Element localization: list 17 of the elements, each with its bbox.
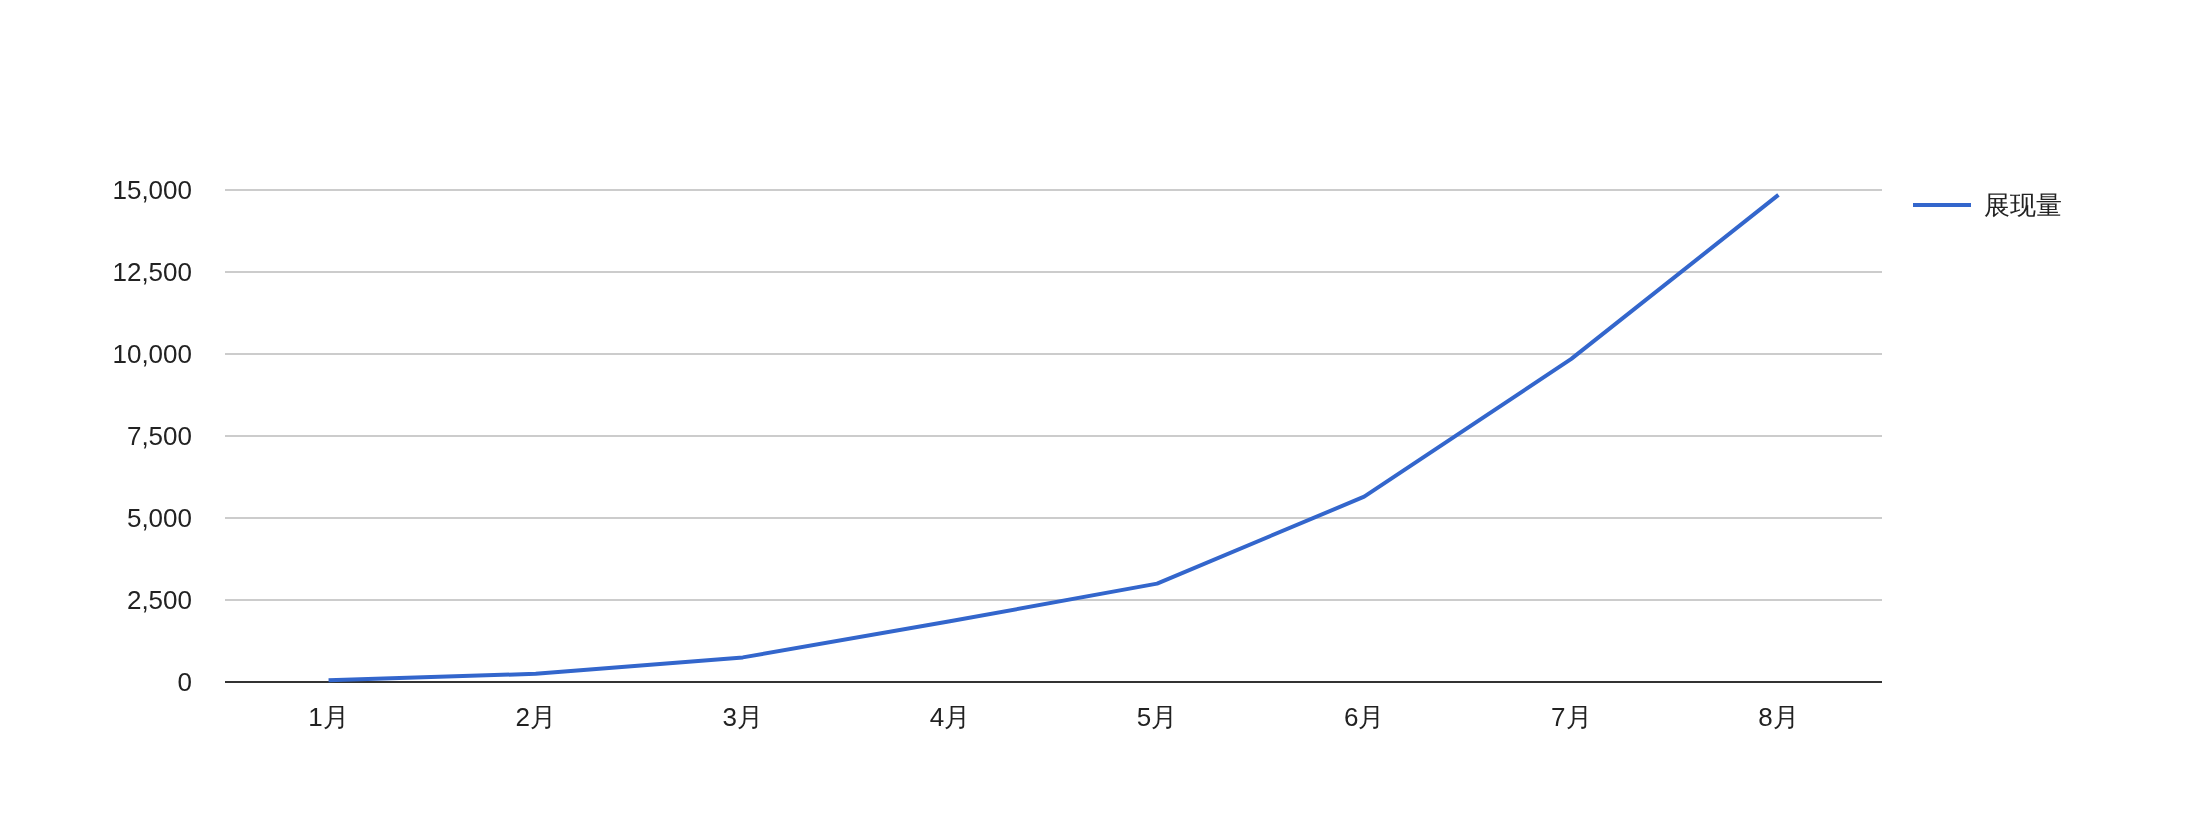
y-tick-label: 10,000 bbox=[112, 339, 192, 369]
x-tick-label: 4月 bbox=[929, 702, 971, 732]
y-tick-label: 0 bbox=[177, 667, 192, 697]
line-series bbox=[326, 192, 1781, 683]
x-tick-label: 1月 bbox=[308, 702, 349, 732]
x-tick-label: 6月 bbox=[1343, 702, 1385, 732]
x-tick-label: 3月 bbox=[722, 702, 764, 732]
y-tick-label: 2,500 bbox=[126, 585, 192, 615]
x-tick-label: 7月 bbox=[1551, 702, 1592, 732]
x-tick-label: 5月 bbox=[1136, 702, 1178, 732]
y-tick-label: 5,000 bbox=[126, 503, 192, 533]
y-tick-label: 15,000 bbox=[112, 175, 192, 205]
x-tick-label: 8月 bbox=[1758, 702, 1799, 732]
legend-label: 展现量 bbox=[1984, 190, 2062, 220]
y-tick-label: 12,500 bbox=[112, 257, 192, 287]
x-tick-label: 2月 bbox=[515, 702, 556, 732]
y-tick-label: 7,500 bbox=[126, 421, 192, 451]
